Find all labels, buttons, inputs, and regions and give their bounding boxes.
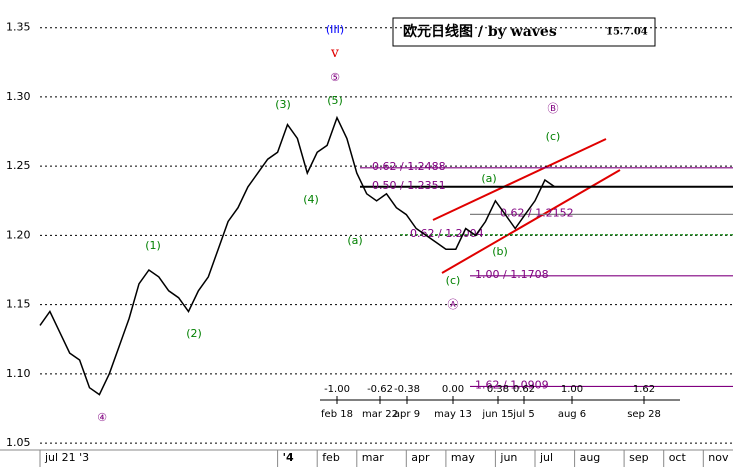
y-tick-label: 1.25 xyxy=(6,159,31,172)
wave-label: (5) xyxy=(327,94,343,107)
y-tick-label: 1.20 xyxy=(6,228,31,241)
time-date: aug 6 xyxy=(558,409,586,420)
y-tick-label: 1.05 xyxy=(6,436,31,449)
time-ratio: 0.00 xyxy=(442,384,464,395)
x-tick-label: jul xyxy=(539,451,553,464)
time-date: sep 28 xyxy=(627,409,661,420)
wave-label: (3) xyxy=(275,98,291,111)
x-tick-label: nov xyxy=(708,451,729,464)
wave-label: v xyxy=(330,45,339,61)
time-ratio: 0.62 xyxy=(513,384,535,395)
x-tick-label: oct xyxy=(669,451,687,464)
x-tick-label: aug xyxy=(580,451,601,464)
level-label: 0.50 / 1.2351 xyxy=(372,179,446,192)
level-label: 1.62 / 1.0909 xyxy=(475,378,549,391)
chart-title: 欧元日线图 / by waves xyxy=(403,23,557,40)
y-tick-label: 1.10 xyxy=(6,367,31,380)
x-tick-label: may xyxy=(451,451,475,464)
wave-label: (c) xyxy=(446,274,461,287)
wave-label: (4) xyxy=(303,193,319,206)
y-tick-label: 1.35 xyxy=(6,21,31,34)
level-label: 0.62 / 1.2488 xyxy=(372,160,446,173)
time-date: jun 15 xyxy=(481,409,513,420)
wave-label: ④ xyxy=(97,411,107,424)
time-ratio: -1.00 xyxy=(324,384,350,395)
time-ratio: -0.62 xyxy=(367,384,393,395)
wave-label: (a) xyxy=(347,234,362,247)
wave-label: (c) xyxy=(546,130,561,143)
wave-label: ⑤ xyxy=(330,71,340,84)
x-tick-label: sep xyxy=(629,451,648,464)
price-line xyxy=(39,115,556,396)
title-box xyxy=(392,17,656,47)
time-date: mar 22 xyxy=(362,409,398,420)
wave-label: (a) xyxy=(481,172,496,185)
time-date: may 13 xyxy=(434,409,472,420)
x-tick-label: mar xyxy=(362,451,384,464)
y-tick-label: 1.30 xyxy=(6,90,31,103)
time-ratio: -0.38 xyxy=(394,384,420,395)
level-label: 0.62 / 1.2152 xyxy=(500,206,574,219)
time-date: feb 18 xyxy=(321,409,353,420)
x-tick-label: jul 21 '3 xyxy=(44,451,89,464)
channel-line xyxy=(432,138,607,221)
x-tick-label: '4 xyxy=(283,451,294,464)
time-ratio: 0.38 xyxy=(487,384,509,395)
time-date: jul 5 xyxy=(512,409,534,420)
time-date: apr 9 xyxy=(394,409,420,420)
chart-date: 15.7.04 xyxy=(606,27,648,38)
wave-label: (1) xyxy=(145,239,161,252)
time-ratio: 1.00 xyxy=(561,384,583,395)
time-ratio: 1.62 xyxy=(633,384,655,395)
y-tick-label: 1.15 xyxy=(6,298,31,311)
x-tick-label: apr xyxy=(411,451,430,464)
wave-label: (III) xyxy=(326,23,344,36)
wave-label: (b) xyxy=(492,245,508,258)
x-tick-label: jun xyxy=(499,451,517,464)
x-tick-label: feb xyxy=(322,451,340,464)
wave-label: Ⓐ xyxy=(448,298,459,311)
level-label: 1.00 / 1.1708 xyxy=(475,268,549,281)
wave-label: Ⓑ xyxy=(548,102,559,115)
wave-label: (2) xyxy=(186,327,202,340)
